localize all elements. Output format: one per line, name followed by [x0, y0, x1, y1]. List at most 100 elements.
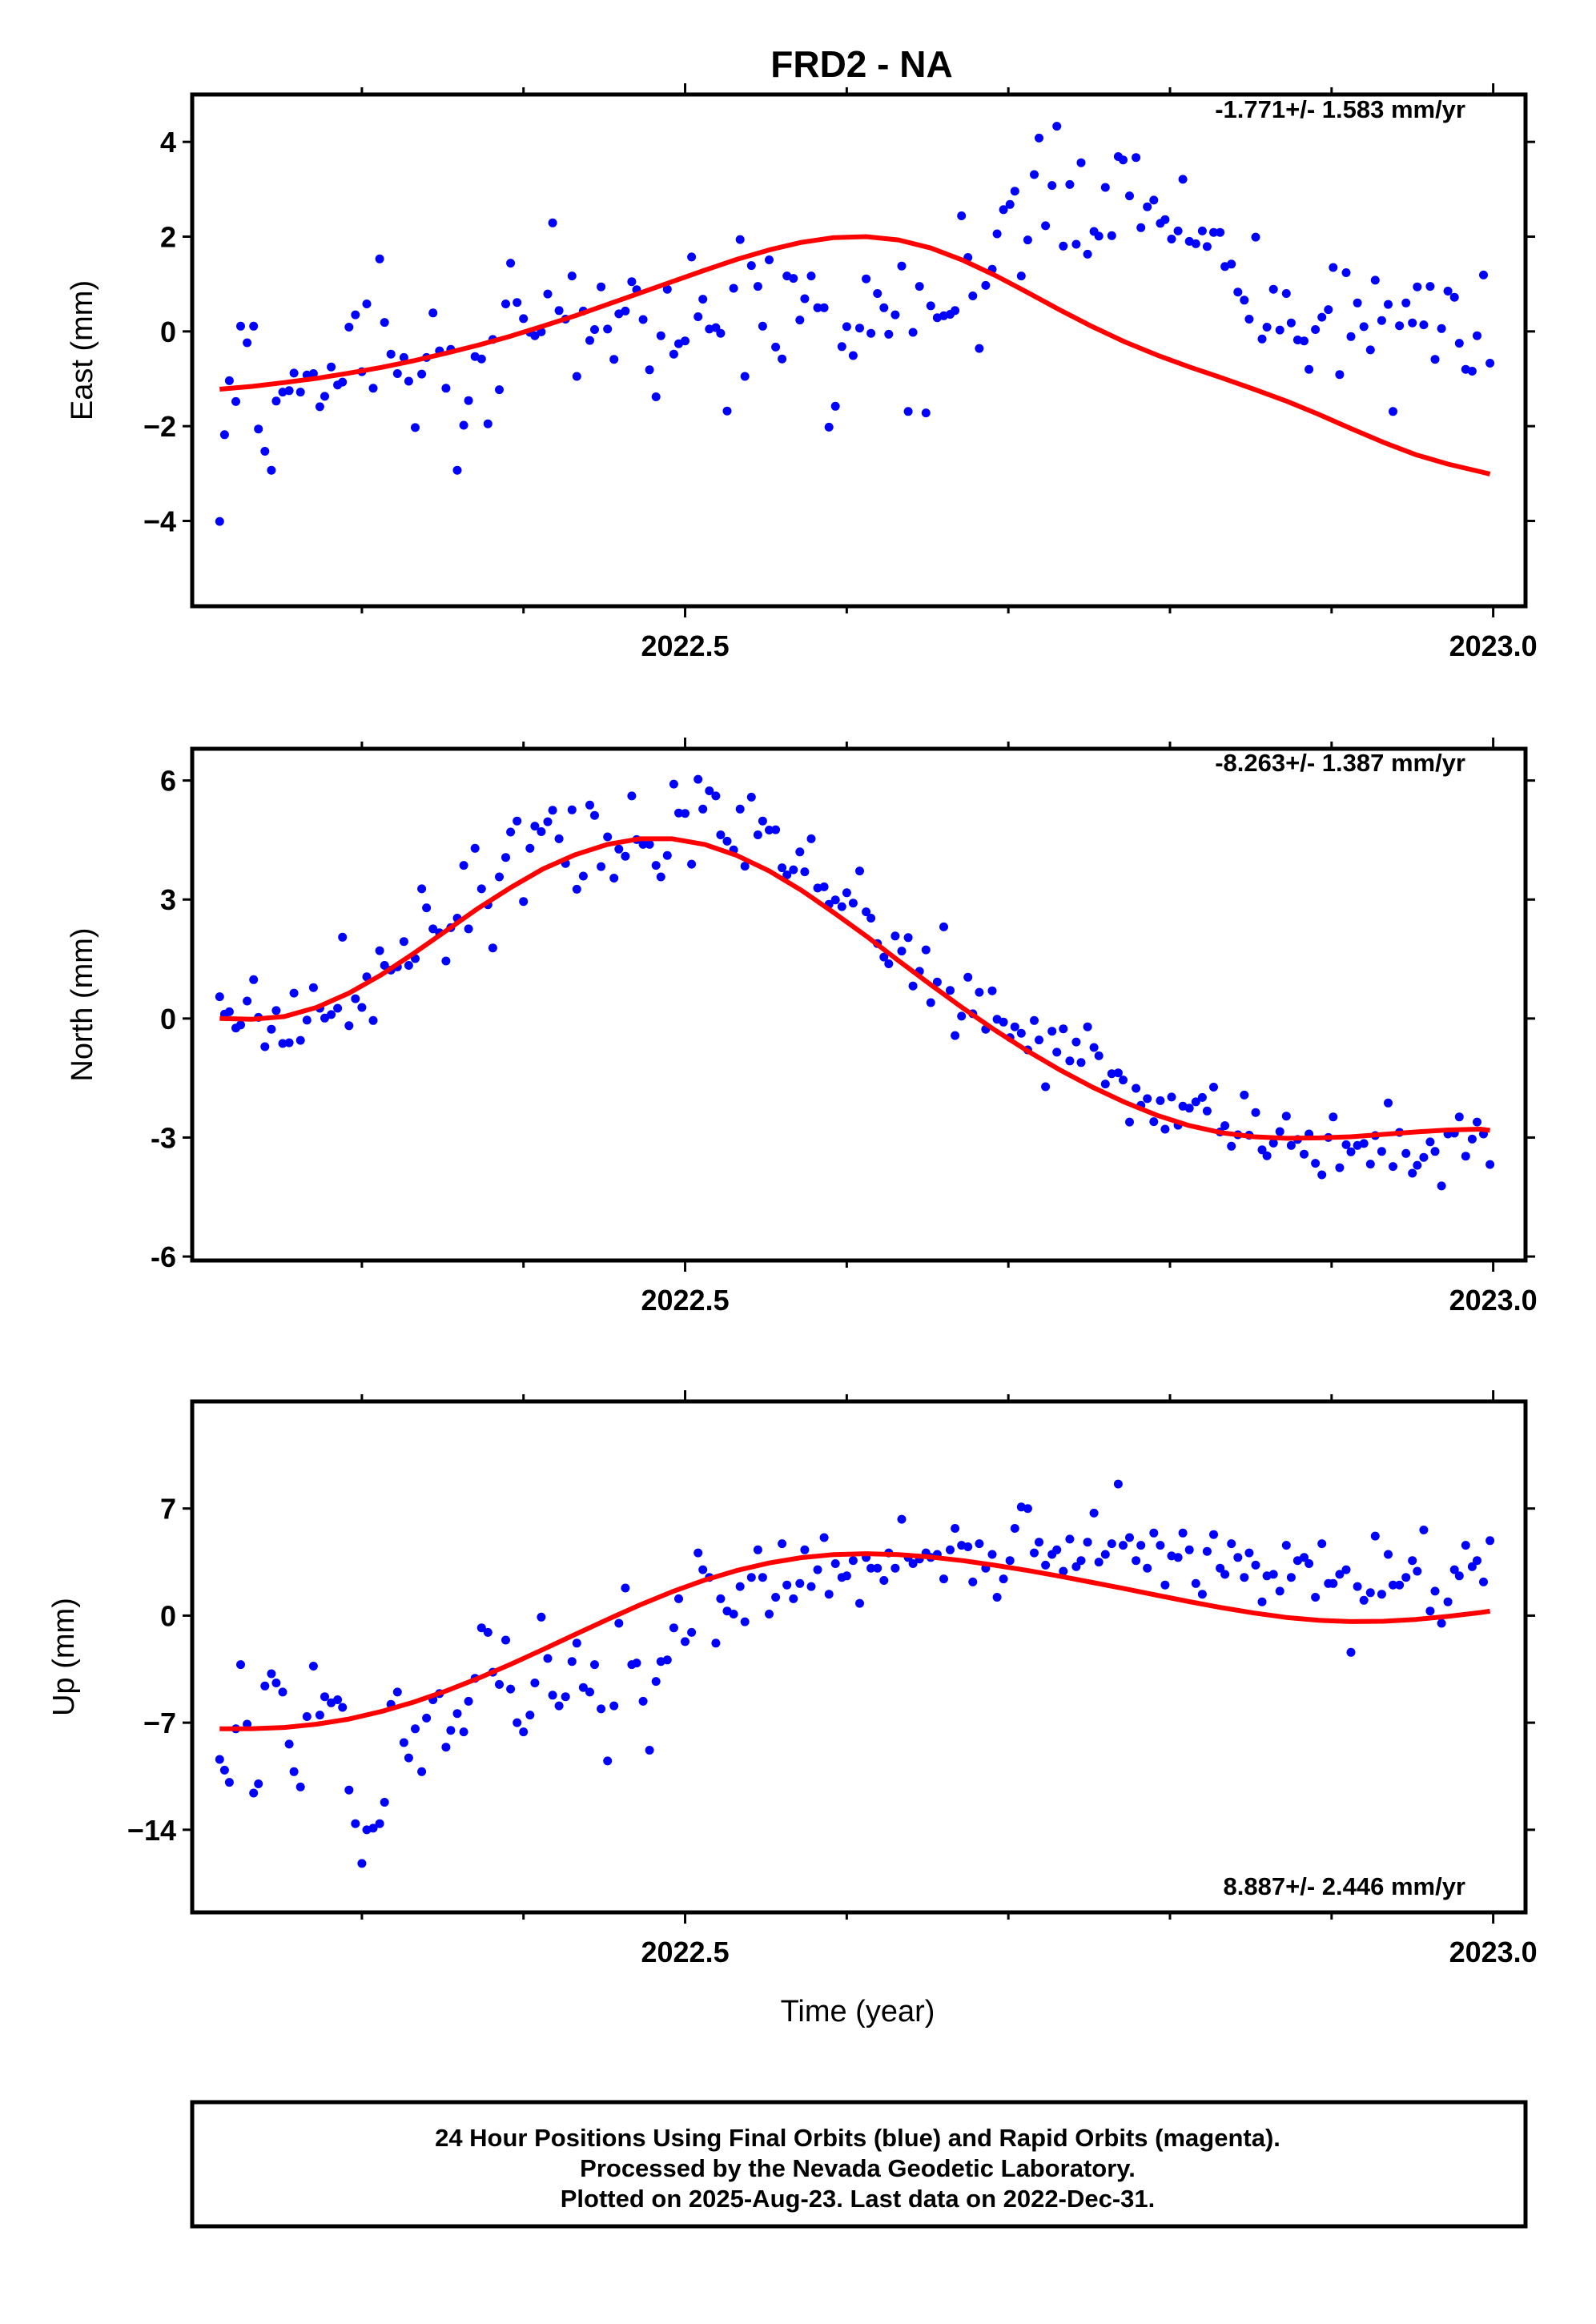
- east-panel: 4 2 0 −2 −4 2022.5 2023.0 East (mm) -1.771+/- 1.…: [66, 83, 1538, 662]
- east-point: [1023, 235, 1032, 245]
- east-point: [1143, 202, 1152, 211]
- north-ytick-label: 6: [160, 765, 176, 798]
- north-point: [830, 895, 840, 905]
- up-point: [338, 1703, 348, 1712]
- north-point: [1076, 1058, 1086, 1068]
- north-point: [543, 817, 553, 826]
- east-point: [1016, 271, 1026, 281]
- north-point: [890, 931, 900, 941]
- up-point: [740, 1617, 750, 1626]
- up-point: [1052, 1545, 1062, 1554]
- east-point: [1100, 183, 1110, 192]
- north-point: [1329, 1112, 1338, 1122]
- east-point: [1401, 298, 1411, 308]
- east-point: [1425, 282, 1435, 292]
- east-point: [921, 408, 931, 418]
- east-point: [1395, 321, 1405, 331]
- east-point: [392, 369, 402, 378]
- up-point: [567, 1657, 577, 1667]
- up-point: [1030, 1548, 1039, 1558]
- up-point: [254, 1779, 263, 1788]
- east-point: [1353, 298, 1362, 308]
- east-point: [506, 259, 516, 268]
- up-point: [525, 1711, 535, 1720]
- north-point: [1052, 1047, 1062, 1057]
- north-point: [842, 888, 851, 898]
- east-point: [1178, 175, 1188, 184]
- up-point: [1094, 1558, 1104, 1567]
- north-point: [501, 853, 510, 862]
- up-point: [669, 1623, 678, 1633]
- north-point: [236, 1020, 245, 1030]
- up-point: [716, 1594, 726, 1603]
- east-point: [1119, 155, 1128, 165]
- east-xtick-label: 2023.0: [1449, 629, 1538, 662]
- east-point: [830, 401, 840, 411]
- east-point: [368, 384, 378, 393]
- east-point: [1257, 334, 1267, 344]
- east-point: [548, 218, 557, 227]
- north-point: [614, 844, 624, 854]
- up-point: [380, 1798, 389, 1807]
- up-point: [1191, 1578, 1200, 1588]
- east-point: [1076, 158, 1086, 167]
- east-point: [428, 308, 438, 318]
- east-point: [873, 289, 882, 298]
- east-point: [1292, 336, 1302, 344]
- east-point: [1311, 325, 1321, 334]
- up-point: [819, 1533, 829, 1542]
- up-point: [368, 1823, 378, 1833]
- north-point: [1107, 1069, 1116, 1079]
- north-point: [422, 903, 432, 913]
- east-point: [693, 312, 703, 321]
- north-point: [951, 1031, 960, 1040]
- up-point: [1384, 1550, 1393, 1559]
- east-point: [1132, 153, 1141, 163]
- up-point: [506, 1684, 516, 1694]
- north-point: [327, 1010, 336, 1019]
- north-point: [525, 843, 535, 853]
- up-xtick-label: 2023.0: [1449, 1936, 1538, 1968]
- east-point: [464, 396, 473, 405]
- up-point: [968, 1577, 978, 1586]
- up-point: [735, 1582, 745, 1591]
- east-point: [638, 315, 648, 324]
- east-point: [992, 229, 1002, 239]
- up-point: [789, 1594, 798, 1603]
- up-point: [1240, 1573, 1249, 1582]
- up-point: [1346, 1647, 1356, 1657]
- east-point: [284, 386, 294, 396]
- north-point: [848, 899, 858, 908]
- north-point: [1113, 1068, 1123, 1078]
- up-point: [674, 1594, 683, 1603]
- up-point: [866, 1563, 876, 1573]
- east-fit-line: [219, 234, 1491, 476]
- east-point: [621, 306, 630, 316]
- up-point: [645, 1746, 654, 1755]
- north-point: [1035, 1035, 1043, 1045]
- east-point: [866, 328, 876, 338]
- north-point: [999, 1017, 1008, 1027]
- north-ytick-label: 0: [160, 1003, 176, 1035]
- north-point: [1408, 1168, 1417, 1178]
- up-point: [1107, 1539, 1116, 1549]
- east-point: [687, 252, 697, 262]
- north-point: [884, 959, 894, 968]
- up-point: [1119, 1541, 1128, 1550]
- east-point: [1281, 289, 1291, 298]
- north-point: [609, 874, 619, 883]
- east-point: [236, 321, 245, 331]
- up-point: [597, 1704, 606, 1714]
- north-point: [1083, 1022, 1092, 1031]
- east-point: [890, 310, 900, 320]
- east-point: [1197, 226, 1207, 235]
- north-point: [1160, 1124, 1170, 1134]
- north-point: [921, 945, 931, 955]
- east-point: [651, 392, 661, 401]
- north-point: [1197, 1092, 1207, 1102]
- east-point: [981, 280, 991, 290]
- east-point: [249, 321, 259, 331]
- up-point: [1216, 1563, 1225, 1573]
- north-point: [897, 947, 907, 956]
- north-point: [1149, 1117, 1159, 1127]
